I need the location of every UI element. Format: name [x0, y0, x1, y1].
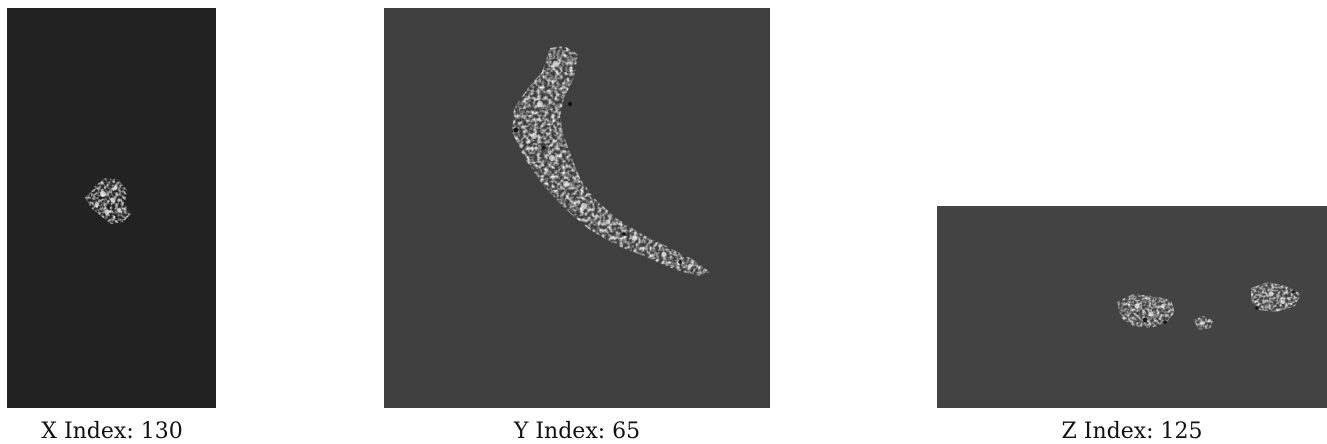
z-slice-image	[937, 206, 1327, 408]
y-slice-dark-spots	[513, 102, 682, 264]
x-slice-structure	[85, 178, 131, 224]
x-index-caption: X Index: 130	[41, 419, 183, 444]
z-slice-structure-right	[1251, 282, 1301, 312]
y-slice-structure	[512, 46, 710, 276]
z-slice-speckles	[1134, 291, 1285, 325]
y-slice-image	[384, 8, 770, 408]
y-slice-speckles	[531, 61, 692, 268]
x-slice-image	[7, 8, 216, 408]
x-slice-dark-spots	[99, 196, 111, 208]
z-slice-dark-spots	[1142, 290, 1295, 324]
z-slice-structure-left	[1117, 294, 1175, 328]
x-slice-speckles	[95, 186, 121, 215]
y-index-caption: Y Index: 65	[513, 419, 641, 444]
z-index-caption: Z Index: 125	[1061, 419, 1203, 444]
